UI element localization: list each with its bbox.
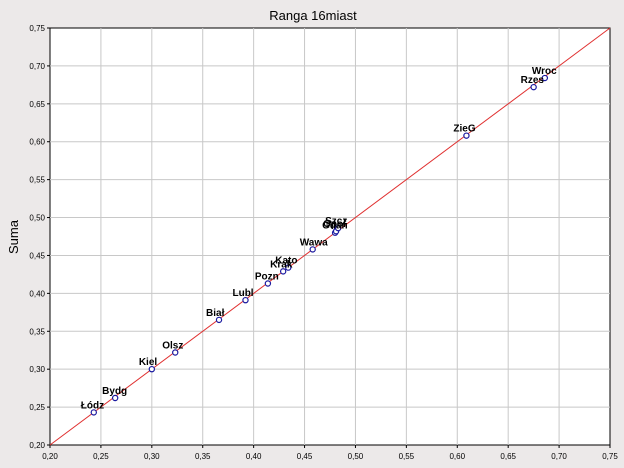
x-tick-label: 0,60 xyxy=(449,452,465,461)
data-point xyxy=(90,409,97,416)
y-axis-label: Suma xyxy=(6,219,21,254)
point-label: ZieG xyxy=(453,124,475,135)
y-tick-label: 0,50 xyxy=(29,214,45,223)
data-point xyxy=(334,224,342,232)
point-label: Wawa xyxy=(300,237,328,248)
data-point xyxy=(541,74,549,82)
point-label: Opol xyxy=(323,219,346,230)
point-label: Łódz xyxy=(81,400,104,411)
data-point xyxy=(172,349,179,356)
data-point xyxy=(215,316,223,324)
data-point xyxy=(148,365,156,373)
data-point xyxy=(309,246,316,253)
gridlines xyxy=(50,28,610,445)
x-tick-label: 0,25 xyxy=(93,452,109,461)
point-label: Pozn xyxy=(255,272,279,283)
point-label: Wroc xyxy=(532,66,557,77)
point-label: Kato xyxy=(275,256,297,267)
data-point xyxy=(463,132,470,139)
x-tick-label: 0,65 xyxy=(500,452,516,461)
data-point xyxy=(111,394,119,402)
y-tick-label: 0,45 xyxy=(29,251,45,260)
point-label: Lubl xyxy=(232,288,253,299)
y-tick-label: 0,40 xyxy=(29,289,45,298)
y-tick-label: 0,30 xyxy=(29,365,45,374)
y-tick-label: 0,75 xyxy=(29,24,45,33)
x-tick-label: 0,40 xyxy=(246,452,262,461)
x-tick-label: 0,30 xyxy=(144,452,160,461)
x-tick-label: 0,45 xyxy=(297,452,313,461)
data-point xyxy=(242,296,249,304)
point-label: Kiel xyxy=(139,357,158,368)
y-tick-label: 0,25 xyxy=(29,403,45,412)
point-label: Rzes xyxy=(521,75,545,86)
data-points xyxy=(90,74,549,416)
x-axis-ticks: 0,20 0,25 0,30 0,35 0,40 0,45 0,50 0,55 0,60 0,65… xyxy=(42,445,618,461)
x-tick-label: 0,75 xyxy=(602,452,618,461)
y-tick-label: 0,70 xyxy=(29,62,45,71)
x-tick-label: 0,55 xyxy=(399,452,415,461)
chart-title: Ranga 16miast xyxy=(269,8,357,23)
x-tick-label: 0,20 xyxy=(42,452,58,461)
point-label: Szcz xyxy=(325,216,347,227)
data-point xyxy=(279,268,287,275)
y-tick-label: 0,20 xyxy=(29,441,45,450)
point-label: Olsz xyxy=(162,341,183,352)
point-label: Gdań xyxy=(322,221,348,232)
point-label: Bydg xyxy=(102,386,127,397)
point-label: Biał xyxy=(206,308,225,319)
y-tick-label: 0,65 xyxy=(29,100,45,109)
x-tick-label: 0,35 xyxy=(195,452,211,461)
x-tick-label: 0,50 xyxy=(348,452,364,461)
y-tick-label: 0,60 xyxy=(29,138,45,147)
y-tick-label: 0,55 xyxy=(29,176,45,185)
x-tick-label: 0,70 xyxy=(551,452,567,461)
point-label: Krak xyxy=(270,259,293,270)
y-axis-ticks: 0,20 0,25 0,30 0,35 0,40 0,45 0,50 0,55 0,60 0,65… xyxy=(29,24,50,450)
fit-line xyxy=(49,27,611,446)
data-point xyxy=(264,280,272,287)
y-tick-label: 0,35 xyxy=(29,327,45,336)
data-point xyxy=(285,264,292,271)
data-point xyxy=(530,83,537,91)
